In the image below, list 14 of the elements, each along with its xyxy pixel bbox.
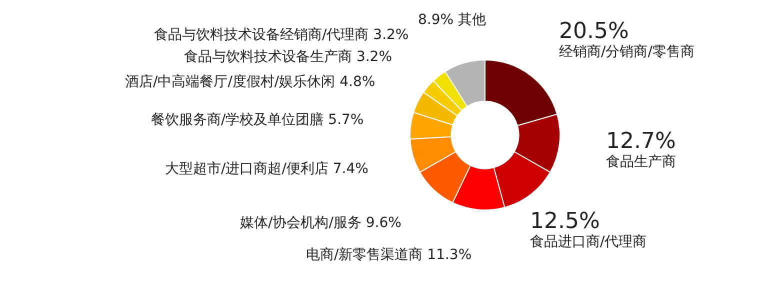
slice-label: 大型超市/进口商超/便利店 7.4%	[165, 161, 368, 177]
slice-label: 酒店/中高端餐厅/度假村/娱乐休闲 4.8%	[125, 74, 376, 90]
slice-label: 食品生产商	[606, 154, 676, 170]
slice-label: 电商/新零售渠道商 11.3%	[306, 247, 472, 263]
data-label: 12.7%	[606, 129, 676, 154]
data-label: 12.5%	[530, 209, 600, 234]
slice-label: 食品与饮料技术设备经销商/代理商 3.2%	[154, 27, 409, 43]
slice-label: 食品与饮料技术设备生产商 3.2%	[184, 49, 392, 65]
data-label: 20.5%	[559, 19, 629, 44]
slice-label: 餐饮服务商/学校及单位团膳 5.7%	[151, 112, 364, 128]
slice-label: 8.9% 其他	[418, 12, 486, 28]
slice-label: 食品进口商/代理商	[530, 234, 647, 250]
slice-label: 经销商/分销商/零售商	[559, 44, 694, 60]
slice-label: 媒体/协会机构/服务 9.6%	[240, 215, 402, 231]
